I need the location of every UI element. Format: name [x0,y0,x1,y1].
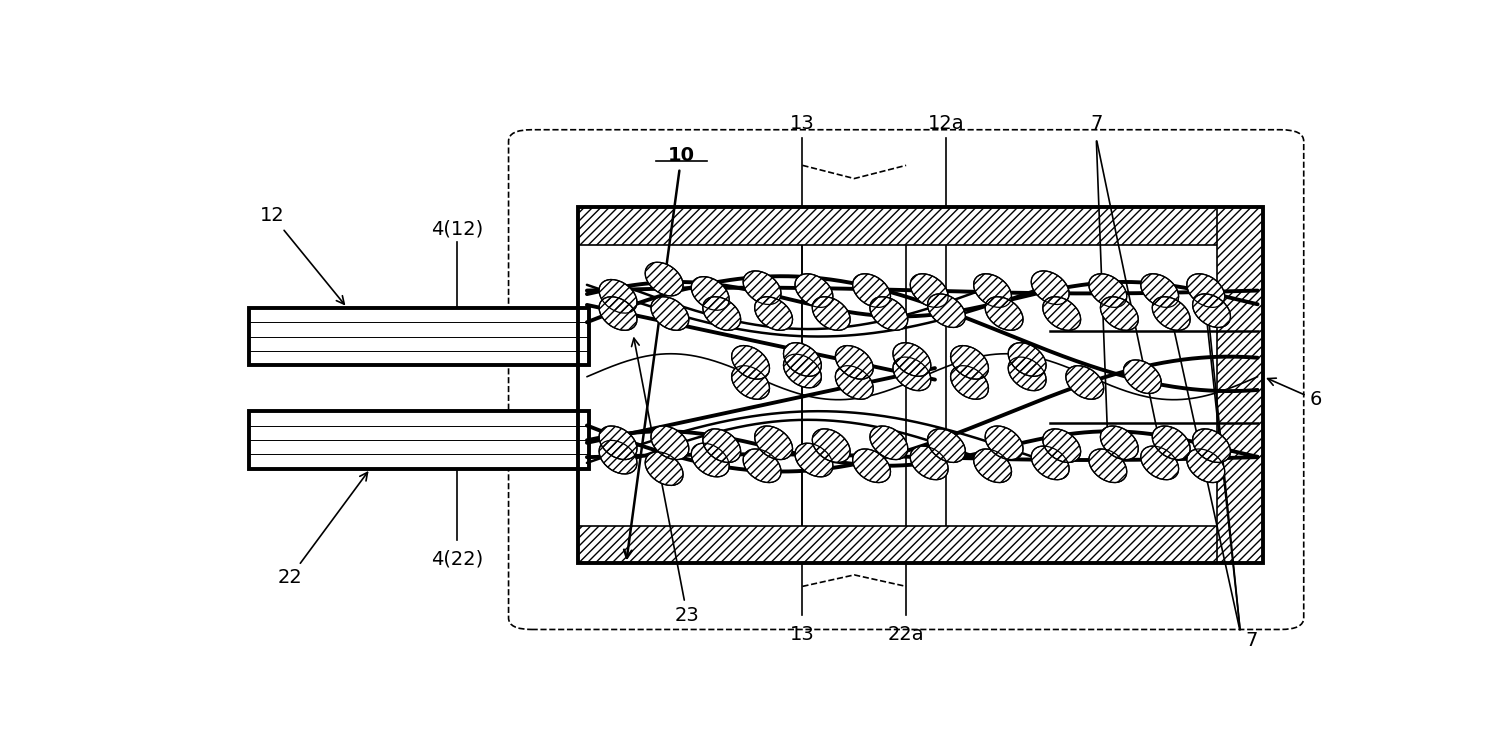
Ellipse shape [836,345,873,379]
Ellipse shape [784,342,821,376]
Ellipse shape [1141,274,1179,307]
Ellipse shape [1193,429,1230,463]
Ellipse shape [1141,446,1179,480]
Bar [577,207,1264,563]
Ellipse shape [1187,274,1225,307]
Bar [1218,207,1264,563]
Ellipse shape [651,426,688,460]
Text: 23: 23 [632,338,699,624]
Bar [250,308,589,366]
Ellipse shape [928,294,965,327]
Text: 22a: 22a [888,625,925,644]
Ellipse shape [691,443,729,477]
Ellipse shape [1152,297,1190,330]
Ellipse shape [1042,297,1081,330]
Ellipse shape [852,274,891,307]
Text: 10: 10 [625,146,694,558]
Ellipse shape [599,297,636,330]
Text: 13: 13 [790,113,815,133]
Ellipse shape [755,426,793,460]
Text: 4(22): 4(22) [431,549,483,568]
Ellipse shape [812,429,851,463]
Ellipse shape [1088,449,1127,483]
Ellipse shape [796,443,833,477]
Ellipse shape [599,280,636,313]
Ellipse shape [894,342,931,376]
Ellipse shape [852,449,891,483]
Text: 22: 22 [277,472,367,587]
Ellipse shape [974,449,1011,483]
Ellipse shape [732,366,769,399]
Ellipse shape [691,277,729,310]
Text: 7: 7 [1246,631,1258,651]
Ellipse shape [1124,360,1161,394]
Ellipse shape [870,297,907,330]
Ellipse shape [1088,274,1127,307]
Ellipse shape [1008,342,1045,376]
Ellipse shape [1042,429,1081,463]
Ellipse shape [950,345,989,379]
Ellipse shape [928,429,965,463]
Ellipse shape [744,449,781,483]
Ellipse shape [645,452,683,486]
Ellipse shape [732,345,769,379]
Ellipse shape [1066,366,1103,399]
Ellipse shape [1032,271,1069,304]
Ellipse shape [986,426,1023,460]
Bar [577,245,1218,526]
Ellipse shape [1152,426,1190,460]
Text: 12a: 12a [928,113,965,133]
Ellipse shape [744,271,781,304]
Bar [577,526,1264,563]
Ellipse shape [599,426,636,460]
Ellipse shape [870,426,907,460]
Bar [577,207,1264,245]
Ellipse shape [950,366,989,399]
Ellipse shape [986,297,1023,330]
Ellipse shape [1008,357,1045,391]
Text: 7: 7 [1090,113,1102,133]
Ellipse shape [796,274,833,307]
Text: 13: 13 [790,625,815,644]
Ellipse shape [1100,297,1138,330]
Ellipse shape [894,357,931,391]
Ellipse shape [910,446,949,480]
Ellipse shape [784,354,821,388]
Ellipse shape [1100,426,1138,460]
Ellipse shape [703,429,741,463]
Text: 12: 12 [260,207,345,304]
Ellipse shape [703,297,741,330]
Ellipse shape [812,297,851,330]
Ellipse shape [651,297,688,330]
Bar [250,411,589,468]
Ellipse shape [1032,446,1069,480]
Ellipse shape [599,440,636,474]
Ellipse shape [1187,449,1225,483]
Ellipse shape [836,366,873,399]
Ellipse shape [755,297,793,330]
Ellipse shape [974,274,1011,307]
Ellipse shape [1193,294,1230,327]
Text: 6: 6 [1267,378,1322,410]
Text: 4(12): 4(12) [431,220,483,239]
Ellipse shape [645,263,683,296]
Ellipse shape [910,274,949,307]
